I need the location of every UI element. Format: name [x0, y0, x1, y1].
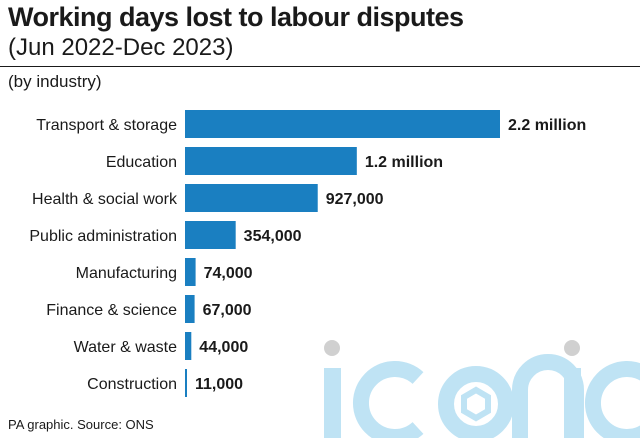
value-label: 44,000	[199, 339, 248, 356]
chart-subtitle: (Jun 2022-Dec 2023)	[8, 34, 234, 61]
value-label: 927,000	[326, 191, 384, 208]
value-label: 2.2 million	[508, 117, 586, 134]
value-label: 354,000	[244, 228, 302, 245]
value-label: 1.2 million	[365, 154, 443, 171]
category-label: Finance & science	[46, 302, 177, 319]
chart-title: Working days lost to labour disputes	[8, 2, 464, 32]
bar	[185, 332, 192, 360]
category-label: Manufacturing	[76, 265, 177, 282]
category-label: Water & waste	[74, 339, 178, 356]
bar	[185, 147, 357, 175]
source-footer: PA graphic. Source: ONS	[8, 417, 154, 432]
bar	[185, 221, 236, 249]
header-divider	[0, 66, 640, 67]
value-label: 67,000	[203, 302, 252, 319]
bar	[185, 369, 187, 397]
value-label: 74,000	[204, 265, 253, 282]
value-label: 11,000	[195, 376, 243, 393]
bar	[185, 258, 196, 286]
category-label: Transport & storage	[36, 117, 177, 134]
category-label: Education	[106, 154, 177, 171]
chart-note: (by industry)	[8, 72, 102, 91]
category-label: Health & social work	[32, 191, 178, 208]
bar	[185, 295, 195, 323]
category-label: Public administration	[29, 228, 177, 245]
category-label: Construction	[87, 376, 177, 393]
bar	[185, 184, 318, 212]
bar	[185, 110, 500, 138]
